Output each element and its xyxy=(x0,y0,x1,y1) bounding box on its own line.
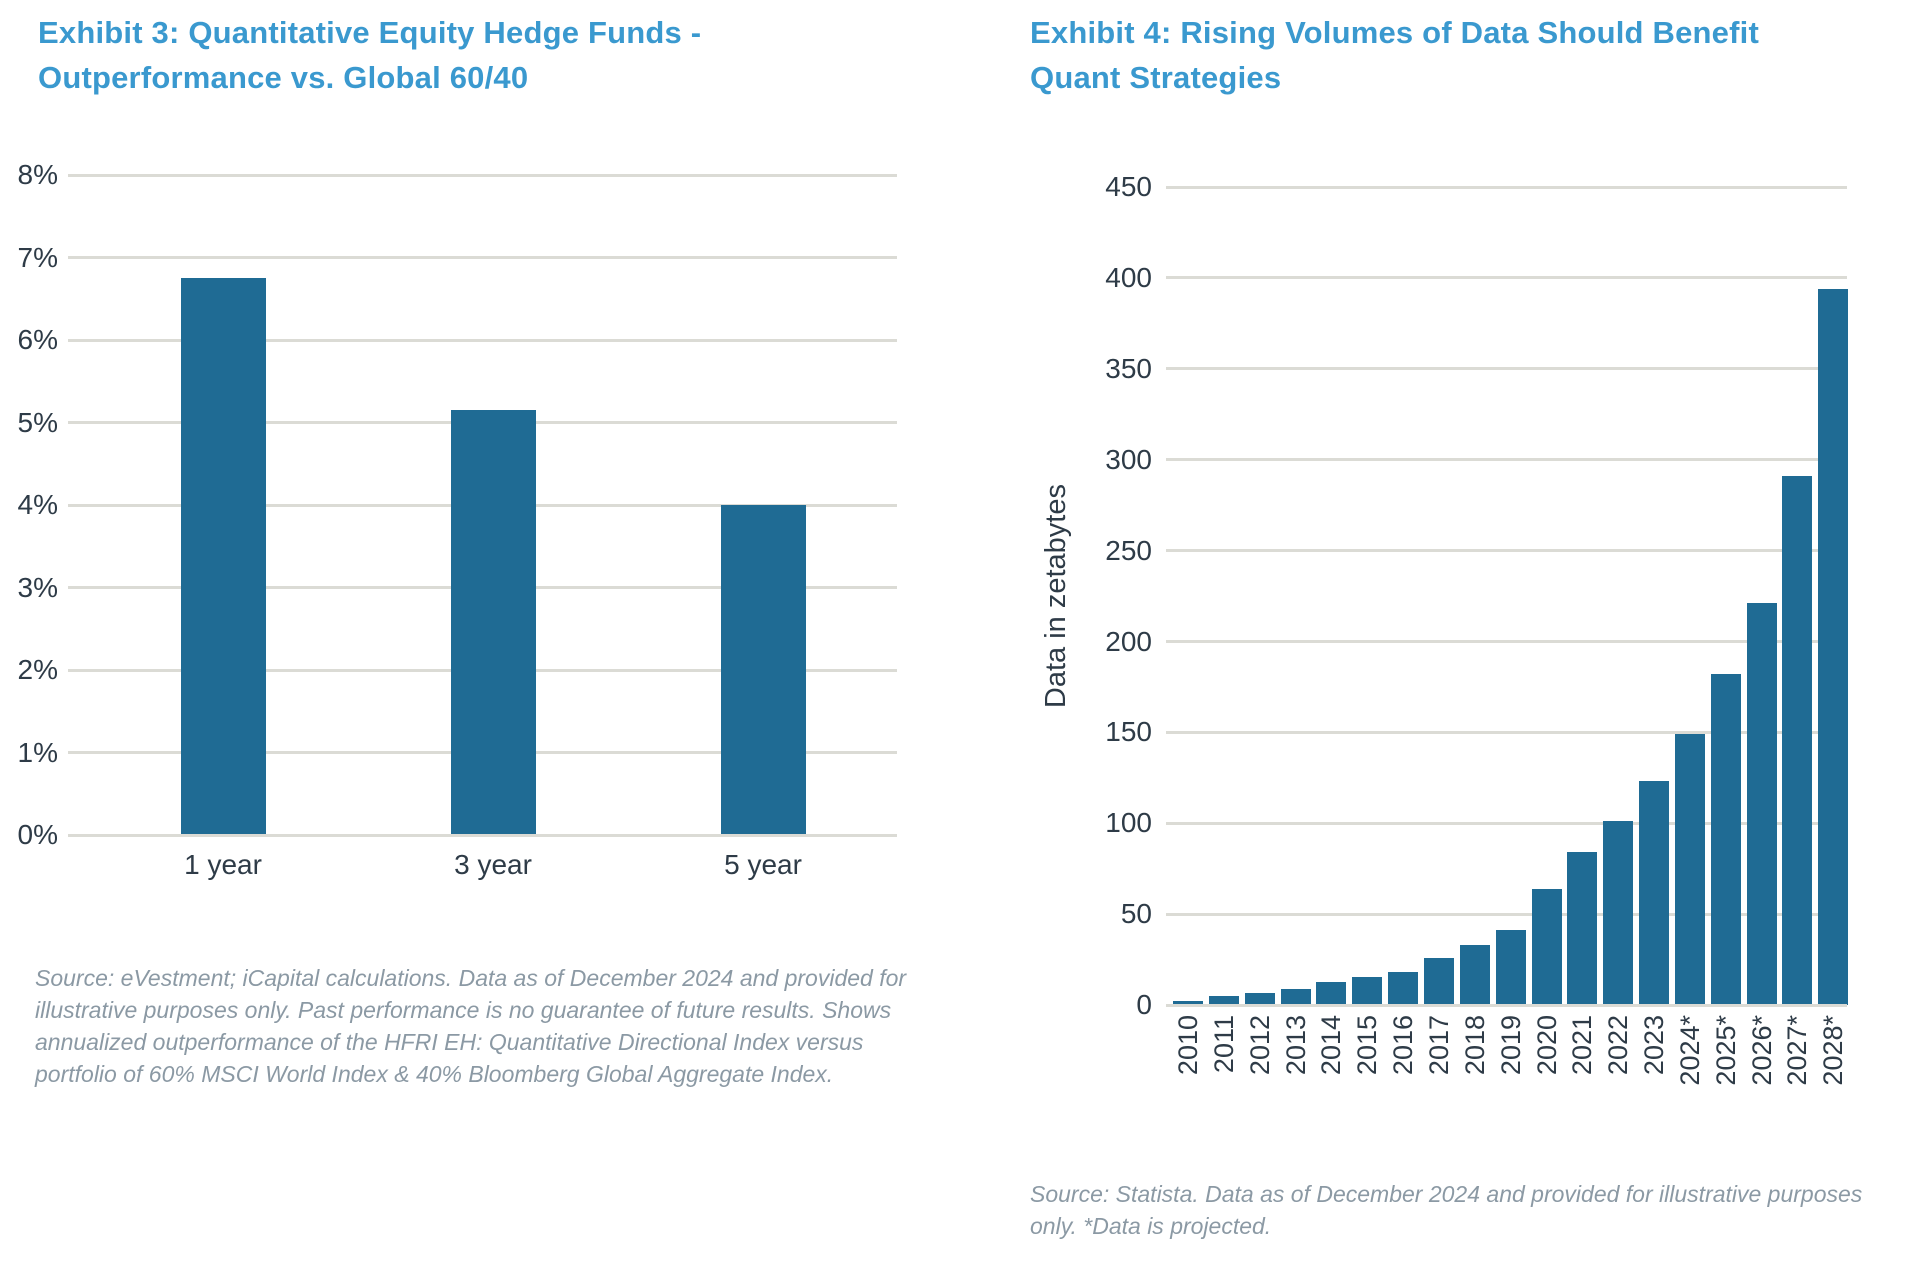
bar-2018 xyxy=(1459,945,1490,1005)
x-axis-label-2024*: 2024* xyxy=(1674,1015,1705,1086)
x-axis-label-2020: 2020 xyxy=(1531,1015,1562,1076)
x-axis-label-2022: 2022 xyxy=(1603,1015,1634,1076)
y-axis-tick-label: 200 xyxy=(1105,625,1152,657)
gridline xyxy=(1166,549,1847,553)
x-axis-baseline xyxy=(1166,1003,1847,1007)
x-axis-label-2021: 2021 xyxy=(1567,1015,1598,1076)
y-axis-tick-label: 6% xyxy=(17,324,58,355)
x-axis-label-2017: 2017 xyxy=(1423,1015,1454,1076)
exhibit-4-source: Source: Statista. Data as of December 20… xyxy=(1030,1181,1863,1239)
gridline xyxy=(1166,185,1847,189)
x-axis-label-2023: 2023 xyxy=(1639,1015,1670,1076)
exhibit-3-title: Exhibit 3: Quantitative Equity Hedge Fun… xyxy=(38,10,798,100)
bar-2016 xyxy=(1388,972,1419,1005)
y-axis-tick-label: 7% xyxy=(17,241,58,273)
bar-5 year xyxy=(720,505,806,835)
y-axis-tick-label: 2% xyxy=(17,654,58,685)
y-axis-tick-label: 250 xyxy=(1105,534,1152,566)
x-axis-label-2018: 2018 xyxy=(1459,1015,1490,1076)
exhibit-4-title-line-2: Quant Strategies xyxy=(1030,60,1282,95)
exhibit-4-title: Exhibit 4: Rising Volumes of Data Should… xyxy=(1030,10,1830,100)
bar-2011 xyxy=(1208,995,1239,1005)
x-axis-label-2010: 2010 xyxy=(1173,1015,1203,1076)
y-axis-tick-label: 150 xyxy=(1105,716,1152,748)
x-axis-label-2019: 2019 xyxy=(1495,1015,1526,1076)
x-axis-label-2015: 2015 xyxy=(1352,1015,1383,1076)
gridline xyxy=(1166,730,1847,734)
exhibit-3-title-line-1: Exhibit 3: Quantitative Equity Hedge Fun… xyxy=(38,15,702,50)
x-axis-label-2014: 2014 xyxy=(1316,1015,1347,1076)
gridline xyxy=(1166,367,1847,371)
bar-2012 xyxy=(1244,993,1275,1005)
bar-2013 xyxy=(1280,988,1311,1005)
y-axis-tick-label: 5% xyxy=(17,406,58,438)
bar-2027* xyxy=(1782,476,1813,1005)
y-axis-tick-label: 0% xyxy=(17,819,58,850)
bar-2023 xyxy=(1639,781,1670,1005)
x-axis-label-1 year: 1 year xyxy=(184,849,262,880)
bar-2017 xyxy=(1423,957,1454,1005)
bar-1 year xyxy=(180,278,266,835)
exhibit-4-y-axis-title-wrap: Data in zetabytes xyxy=(1034,187,1078,1005)
y-axis-title: Data in zetabytes xyxy=(1039,483,1072,709)
gridline xyxy=(1166,640,1847,643)
y-axis-tick-label: 0 xyxy=(1136,989,1152,1021)
gridline xyxy=(68,338,897,342)
x-axis-label-2013: 2013 xyxy=(1280,1015,1311,1076)
gridline xyxy=(68,173,897,177)
bar-2028* xyxy=(1818,288,1849,1005)
exhibit-4-title-line-1: Exhibit 4: Rising Volumes of Data Should… xyxy=(1030,15,1759,50)
y-axis-tick-label: 100 xyxy=(1105,807,1152,839)
bar-2021 xyxy=(1567,852,1598,1005)
y-axis-tick-label: 8% xyxy=(17,159,58,190)
y-axis-tick-label: 4% xyxy=(17,489,58,520)
gridline xyxy=(1166,458,1847,462)
exhibit-3-plot: 8% 7% 6% 5% 4% 3% 2% 1% 0% 1 year 3 year 5 year xyxy=(0,159,897,935)
y-axis-tick-label: 1% xyxy=(17,736,58,768)
x-axis-label-2027*: 2027* xyxy=(1782,1015,1813,1086)
y-axis-tick-label: 3% xyxy=(17,571,58,603)
x-axis-label-2016: 2016 xyxy=(1388,1015,1419,1076)
x-axis-label-2011: 2011 xyxy=(1208,1015,1239,1074)
y-axis-tick-label: 400 xyxy=(1105,261,1152,293)
bar-2026* xyxy=(1746,603,1777,1005)
gridline xyxy=(68,256,897,259)
bar-2015 xyxy=(1352,976,1383,1005)
exhibit-3-title-line-2: Outperformance vs. Global 60/40 xyxy=(38,60,529,95)
x-axis-label-5 year: 5 year xyxy=(724,849,802,880)
x-axis-baseline xyxy=(68,833,897,837)
gridline xyxy=(1166,276,1847,280)
exhibit-4-plot: 450 400 350 300 250 200 150 100 50 0 2010 2011 2012 2… xyxy=(1080,171,1849,1107)
y-axis-tick-label: 300 xyxy=(1105,443,1152,475)
bar-2020 xyxy=(1531,888,1562,1005)
x-axis-label-2028*: 2028* xyxy=(1818,1015,1849,1086)
bar-2019 xyxy=(1495,930,1526,1005)
bar-2010 xyxy=(1173,1001,1203,1005)
y-axis-tick-label: 350 xyxy=(1105,352,1152,384)
bar-2014 xyxy=(1316,982,1347,1005)
y-axis-tick-label: 450 xyxy=(1105,171,1152,202)
y-axis-tick-label: 50 xyxy=(1120,898,1152,930)
bar-2025* xyxy=(1710,674,1741,1005)
x-axis-label-2025*: 2025* xyxy=(1710,1015,1741,1086)
bar-2024* xyxy=(1674,734,1705,1005)
gridline xyxy=(1166,912,1847,916)
x-axis-label-2026*: 2026* xyxy=(1746,1015,1777,1086)
gridline xyxy=(1166,821,1847,825)
bar-3 year xyxy=(450,410,536,835)
x-axis-label-3 year: 3 year xyxy=(454,849,532,880)
exhibit-3-source: Source: eVestment; iCapital calculations… xyxy=(35,965,907,1087)
x-axis-label-2012: 2012 xyxy=(1244,1015,1275,1076)
bar-2022 xyxy=(1603,821,1634,1005)
